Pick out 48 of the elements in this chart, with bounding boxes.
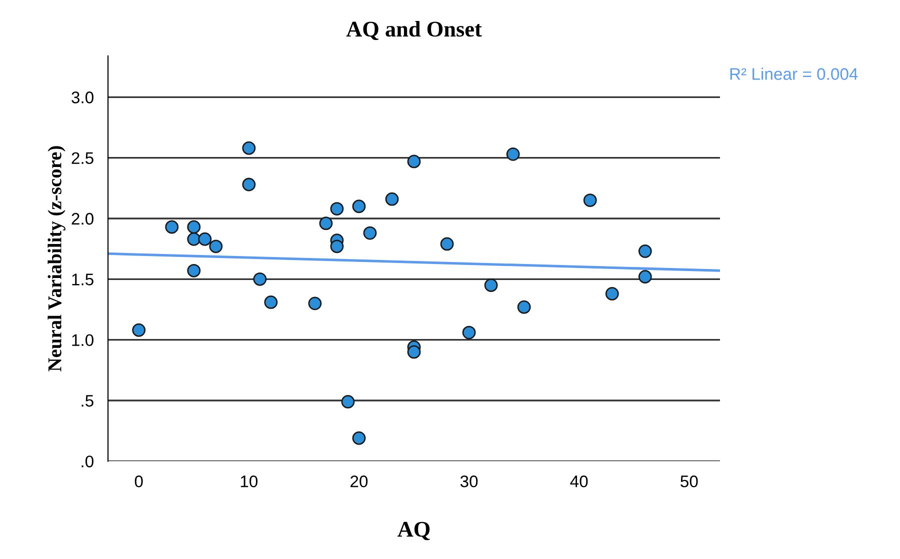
- point: [187, 232, 201, 246]
- point: [462, 326, 476, 340]
- point: [330, 240, 344, 254]
- point: [440, 237, 454, 251]
- point: [264, 296, 278, 309]
- y-axis-title: Neural Variability (z-score): [48, 146, 66, 372]
- x-tick-label: 10: [240, 476, 258, 488]
- point: [319, 216, 333, 230]
- point: [517, 300, 531, 314]
- point: [132, 323, 146, 337]
- x-tick-label: 50: [680, 476, 698, 488]
- text: R² Linear = 0.004: [730, 68, 858, 80]
- point: [198, 232, 212, 246]
- point: [341, 395, 355, 408]
- x-axis-title: AQ: [398, 522, 430, 540]
- x-tick-label: 20: [350, 476, 368, 488]
- y-tick-label: 3.0: [72, 92, 94, 104]
- point: [165, 220, 179, 234]
- y-tick-label: 1.5: [72, 274, 94, 286]
- point: [407, 154, 421, 168]
- point: [187, 220, 201, 234]
- point: [583, 194, 597, 208]
- point: [484, 278, 498, 292]
- chart-title: AQ and Onset: [346, 21, 482, 40]
- point: [330, 202, 344, 216]
- point: [209, 240, 223, 254]
- point: [385, 192, 399, 206]
- point: [506, 147, 520, 161]
- point: [308, 296, 322, 310]
- point: [638, 270, 652, 284]
- point: [242, 141, 256, 155]
- x-tick-label: 40: [570, 476, 588, 488]
- point: [352, 431, 366, 445]
- y-tick-label: 2.5: [72, 152, 94, 164]
- x-tick-label: 30: [460, 476, 478, 488]
- x-tick-label: 0: [134, 476, 143, 488]
- point: [352, 200, 366, 214]
- y-tick-label: 2.0: [72, 212, 94, 225]
- y-tick-label: 1.0: [72, 334, 94, 346]
- point: [407, 345, 421, 359]
- point: [363, 226, 377, 240]
- point: [242, 178, 256, 192]
- y-tick-label: .5: [82, 395, 94, 407]
- point: [605, 287, 619, 300]
- point: [187, 264, 201, 278]
- y-tick-label: .0: [82, 456, 94, 468]
- point: [638, 244, 652, 258]
- point: [253, 272, 267, 286]
